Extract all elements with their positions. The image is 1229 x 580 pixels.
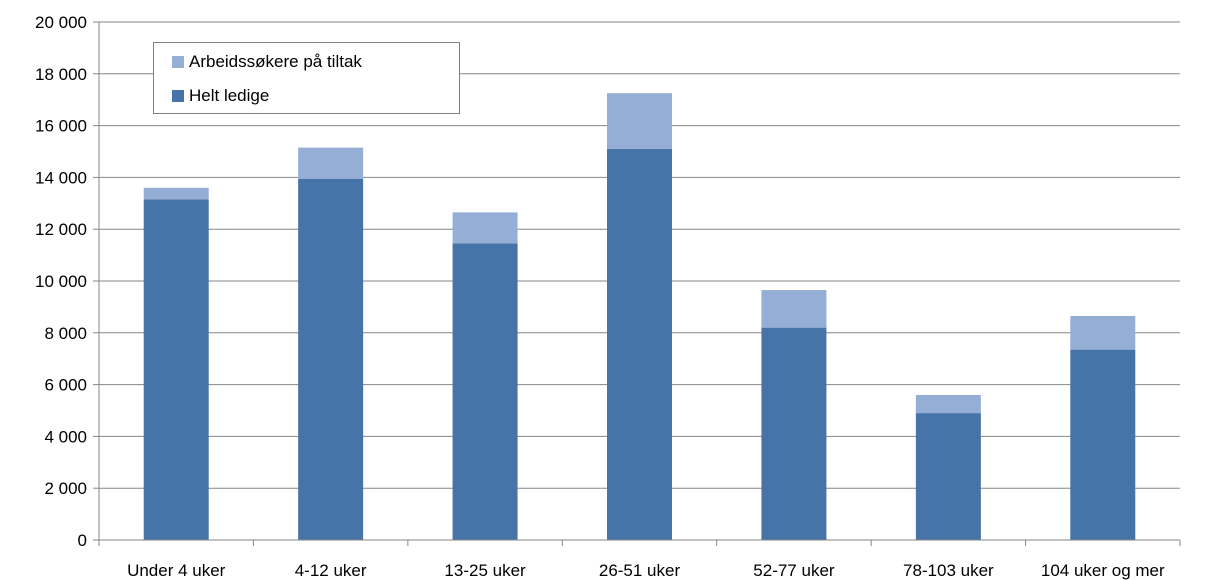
legend: Arbeidssøkere på tiltak Helt ledige — [153, 42, 460, 114]
bar-helt-ledige — [452, 243, 518, 540]
bar-arbeidssokere-pa-tiltak — [1070, 315, 1136, 350]
y-tick-labels: 0 2 000 4 000 6 000 8 000 10 000 12 000 14 000 1… — [35, 13, 87, 550]
legend-label-tiltak: Arbeidssøkere på tiltak — [189, 52, 362, 71]
bar-arbeidssokere-pa-tiltak — [607, 93, 672, 149]
y-tick-label: 18 000 — [35, 65, 87, 84]
legend-item-helt-ledige: Helt ledige — [172, 86, 269, 106]
bar-helt-ledige — [915, 413, 981, 540]
bar-arbeidssokere-pa-tiltak — [298, 147, 364, 179]
bar-arbeidssokere-pa-tiltak — [143, 187, 209, 200]
x-tick-label: Under 4 uker — [127, 561, 226, 580]
x-tick-label: 13-25 uker — [444, 561, 526, 580]
y-tick-label: 14 000 — [35, 168, 87, 187]
x-tick-label: 52-77 uker — [753, 561, 835, 580]
bar-helt-ledige — [1070, 349, 1136, 540]
x-tick-label: 78-103 uker — [903, 561, 994, 580]
x-tick-labels: Under 4 uker 4-12 uker 13-25 uker 26-51 uke… — [127, 561, 1165, 580]
bar-arbeidssokere-pa-tiltak — [452, 212, 518, 244]
y-tick-label: 10 000 — [35, 272, 87, 291]
bar-arbeidssokere-pa-tiltak — [915, 394, 981, 414]
y-tick-label: 0 — [78, 531, 87, 550]
legend-label-helt-ledige: Helt ledige — [189, 86, 270, 105]
x-tick-label: 4-12 uker — [295, 561, 367, 580]
y-tick-label: 16 000 — [35, 117, 87, 136]
y-tick-label: 4 000 — [44, 427, 87, 446]
x-tick-label: 26-51 uker — [599, 561, 681, 580]
bar-helt-ledige — [143, 199, 209, 541]
y-tick-label: 20 000 — [35, 13, 87, 32]
x-tick-label: 104 uker og mer — [1041, 561, 1165, 580]
bar-arbeidssokere-pa-tiltak — [761, 290, 827, 328]
y-tick-label: 8 000 — [44, 324, 87, 343]
y-tick-label: 12 000 — [35, 220, 87, 239]
bars — [143, 93, 1136, 541]
y-tick-label: 6 000 — [44, 376, 87, 395]
bar-helt-ledige — [761, 327, 827, 540]
y-tick-label: 2 000 — [44, 479, 87, 498]
legend-item-tiltak: Arbeidssøkere på tiltak — [172, 52, 362, 72]
legend-swatch-tiltak — [172, 56, 184, 68]
bar-helt-ledige — [607, 148, 672, 540]
legend-swatch-helt-ledige — [172, 90, 184, 102]
axes — [98, 22, 1181, 546]
bar-helt-ledige — [298, 178, 364, 540]
